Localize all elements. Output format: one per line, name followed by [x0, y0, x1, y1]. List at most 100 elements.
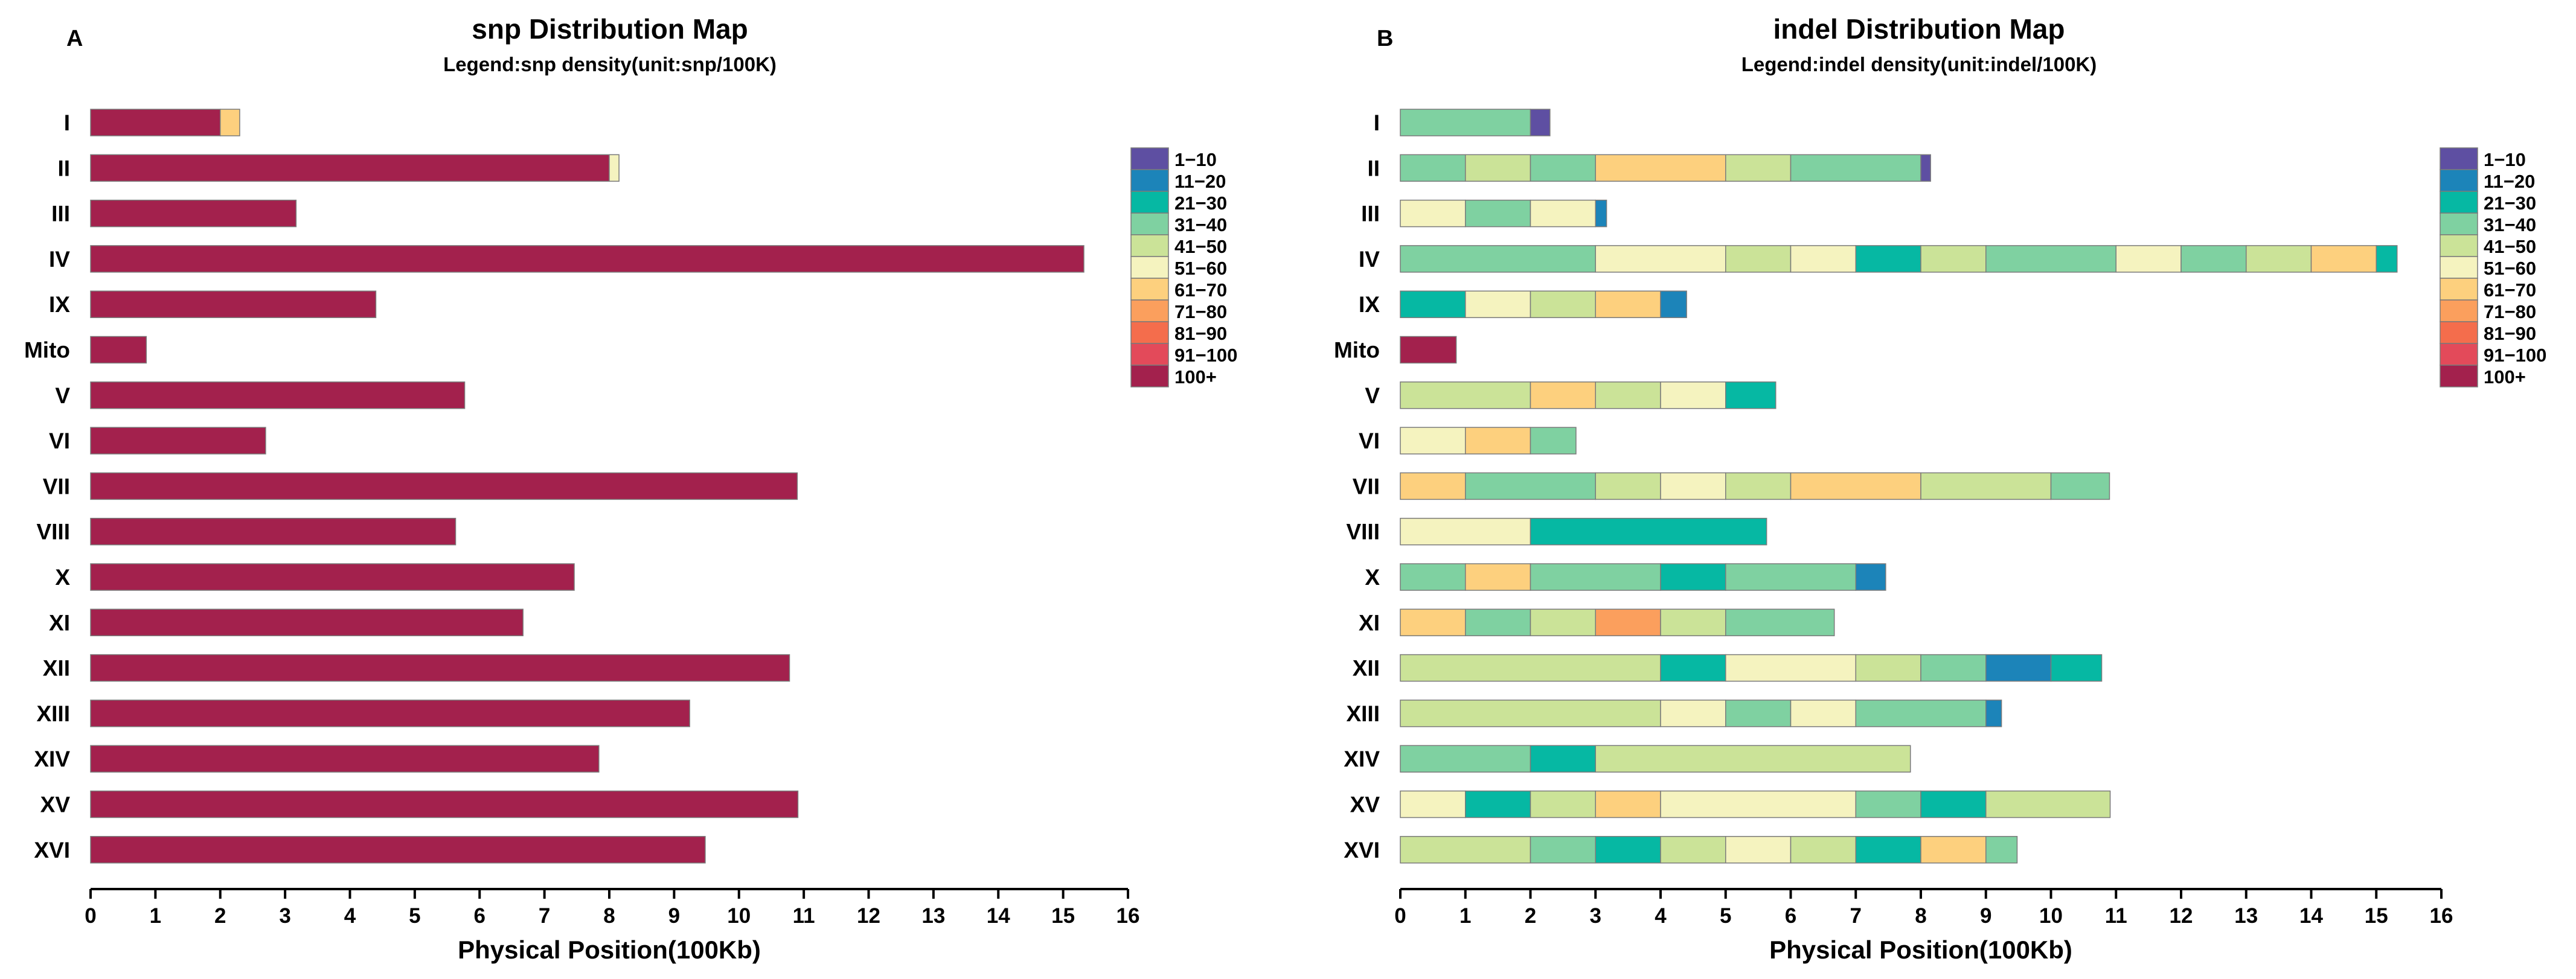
x-tick-label: 8 — [1915, 904, 1926, 928]
x-tick-label: 0 — [1394, 904, 1406, 928]
chromosome-row: VIII — [1346, 517, 1767, 546]
chromosome-row: X — [1365, 563, 1886, 591]
density-segment — [90, 109, 221, 136]
x-tick-label: 12 — [857, 904, 880, 928]
legend-label: 31−40 — [1174, 214, 1227, 235]
density-segment — [2180, 245, 2247, 273]
x-tick-label: 8 — [603, 904, 615, 928]
chromosome-label: XV — [1350, 792, 1380, 817]
density-segment — [1465, 154, 1531, 182]
x-tick-label: 1 — [1459, 904, 1471, 928]
chromosome-label: VI — [1359, 429, 1380, 453]
chromosome-row: XII — [43, 654, 790, 682]
legend-swatch — [2440, 278, 2478, 301]
chromosome-label: II — [57, 156, 70, 180]
density-segment — [1660, 836, 1726, 864]
density-segment — [1465, 472, 1596, 500]
density-segment — [90, 245, 1085, 273]
density-segment — [1400, 199, 1466, 228]
legend: 1−1011−2021−3031−4041−5051−6061−7071−808… — [2440, 147, 2546, 387]
density-segment — [1400, 245, 1596, 273]
x-tick-label: 4 — [344, 904, 356, 928]
density-segment — [1530, 745, 1596, 773]
legend-swatch — [1130, 191, 1169, 214]
density-segment — [2310, 245, 2377, 273]
chromosome-label: V — [55, 383, 70, 408]
density-segment — [1530, 517, 1767, 546]
density-segment — [2050, 654, 2103, 682]
chromosome-row: II — [1367, 154, 1931, 182]
density-segment — [1530, 608, 1596, 637]
chart-subtitle: Legend:indel density(unit:indel/100K) — [1741, 53, 2097, 75]
chromosome-label: I — [1374, 110, 1380, 135]
chromosome-label: XII — [1353, 656, 1380, 681]
chromosome-label: XI — [1359, 610, 1380, 635]
chromosome-row: XIV — [1344, 745, 1911, 773]
density-segment — [1660, 563, 1726, 591]
chart-title: snp Distribution Map — [472, 13, 748, 45]
legend-label: 91−100 — [1174, 345, 1237, 366]
density-segment — [1660, 381, 1726, 409]
legend-swatch — [2440, 212, 2478, 235]
chromosome-label: IV — [1359, 247, 1380, 272]
chromosome-label: II — [1367, 156, 1380, 180]
x-tick-label: 15 — [2365, 904, 2388, 928]
chromosome-row: VII — [43, 472, 798, 500]
x-tick-label: 11 — [2105, 904, 2127, 928]
chromosome-label: XII — [43, 656, 70, 681]
legend-swatch — [2440, 169, 2478, 192]
legend-label: 71−80 — [1174, 301, 1227, 322]
density-segment — [2050, 472, 2110, 500]
density-segment — [1855, 245, 1921, 273]
density-segment — [1595, 290, 1661, 318]
legend-swatch — [1130, 278, 1169, 301]
chromosome-row: IV — [1359, 245, 2398, 273]
density-segment — [1920, 790, 1987, 818]
x-tick-label: 7 — [539, 904, 550, 928]
chromosome-label: I — [64, 110, 70, 135]
chromosome-label: IV — [49, 247, 70, 272]
chromosome-row: III — [1361, 199, 1607, 228]
density-segment — [1920, 472, 2052, 500]
density-segment — [1595, 745, 1911, 773]
legend-label: 61−70 — [2484, 279, 2536, 301]
legend-swatch — [2440, 147, 2478, 170]
chromosome-row: XI — [1359, 608, 1835, 637]
legend-label: 41−50 — [1174, 236, 1227, 257]
legend-swatch — [1130, 234, 1169, 257]
density-segment — [90, 290, 377, 318]
density-segment — [2246, 245, 2312, 273]
density-segment — [1790, 836, 1856, 864]
legend-label: 81−90 — [1174, 323, 1227, 344]
density-segment — [90, 745, 600, 773]
chromosome-row: XVI — [1344, 836, 2018, 864]
density-segment — [1855, 654, 1921, 682]
legend-label: 11−20 — [1174, 171, 1226, 192]
legend: 1−1011−2021−3031−4041−5051−6061−7071−808… — [1130, 147, 1237, 387]
chromosome-row: XII — [1353, 654, 2103, 682]
density-segment — [1530, 199, 1596, 228]
chromosome-row: IX — [49, 290, 377, 318]
density-segment — [1400, 290, 1466, 318]
legend-label: 41−50 — [2484, 236, 2536, 257]
density-segment — [1400, 836, 1531, 864]
density-segment — [1595, 199, 1607, 228]
legend-label: 81−90 — [2484, 323, 2536, 344]
density-segment — [1530, 563, 1661, 591]
density-segment — [1660, 472, 1726, 500]
chromosome-label: III — [1361, 202, 1380, 226]
chromosome-label: XIV — [1344, 747, 1380, 771]
density-segment — [1790, 700, 1856, 727]
density-segment — [1530, 790, 1596, 818]
x-tick-label: 2 — [1525, 904, 1536, 928]
legend-swatch — [2440, 191, 2478, 214]
density-segment — [1595, 245, 1726, 273]
legend-swatch — [1130, 321, 1169, 344]
legend-label: 100+ — [1174, 366, 1217, 387]
density-segment — [1920, 154, 1931, 182]
legend-label: 21−30 — [2484, 193, 2536, 214]
x-tick-label: 5 — [409, 904, 420, 928]
chromosome-label: IX — [1359, 292, 1380, 317]
legend-swatch — [2440, 343, 2478, 366]
